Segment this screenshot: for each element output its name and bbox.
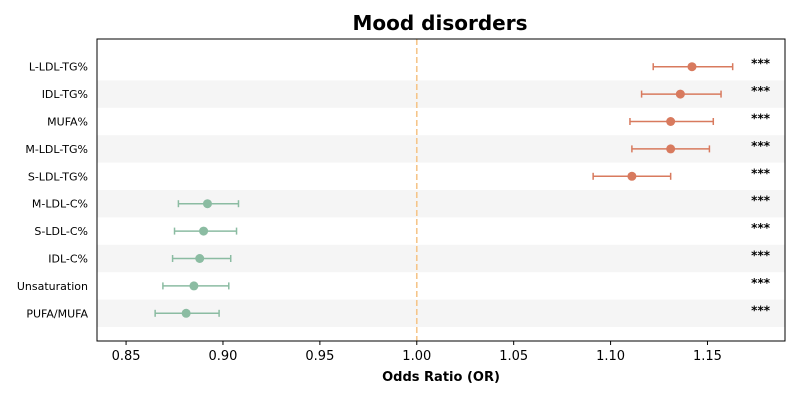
odds-ratio-point: [202, 199, 212, 209]
significance-label: ***: [751, 221, 771, 235]
odds-ratio-point: [675, 89, 685, 99]
row-label: M-LDL-C%: [32, 198, 88, 211]
row-label: IDL-C%: [48, 253, 88, 266]
row-label: PUFA/MUFA: [26, 307, 88, 320]
x-tick-label: 1.15: [693, 349, 722, 364]
row-label: M-LDL-TG%: [25, 143, 88, 156]
x-tick-label: 1.05: [499, 349, 528, 364]
significance-label: ***: [751, 166, 771, 180]
forest-rows: L-LDL-TG% *** IDL-TG% *** MUFA% *** M-LDL-TG% *…: [17, 57, 771, 321]
odds-ratio-point: [189, 281, 199, 291]
row-label: L-LDL-TG%: [29, 61, 88, 74]
x-axis-label: Odds Ratio (OR): [382, 370, 500, 385]
significance-label: ***: [751, 194, 771, 208]
forest-row: MUFA% ***: [47, 112, 771, 129]
significance-label: ***: [751, 84, 771, 98]
row-label: S-LDL-C%: [34, 225, 88, 238]
x-axis: 0.85 0.90 0.95 1.00 1.05 1.10 1.15: [112, 341, 722, 364]
row-label: MUFA%: [47, 116, 88, 129]
x-tick-label: 0.95: [305, 349, 334, 364]
odds-ratio-point: [199, 226, 209, 236]
significance-label: ***: [751, 139, 771, 153]
forest-row: S-LDL-C% ***: [34, 221, 770, 238]
significance-label: ***: [751, 57, 771, 71]
forest-row: M-LDL-C% ***: [32, 194, 771, 211]
odds-ratio-point: [666, 117, 676, 126]
plot-frame: [96, 38, 786, 342]
forest-row: L-LDL-TG% ***: [29, 57, 771, 74]
forest-row: IDL-TG% ***: [42, 84, 771, 101]
significance-label: ***: [751, 303, 771, 317]
x-tick-label: 0.85: [112, 349, 141, 364]
significance-label: ***: [751, 112, 771, 126]
x-tick-label: 1.00: [402, 349, 431, 364]
row-label: S-LDL-TG%: [28, 170, 88, 183]
odds-ratio-point: [687, 62, 697, 72]
significance-label: ***: [751, 276, 771, 290]
forest-row: M-LDL-TG% ***: [25, 139, 770, 156]
forest-row: PUFA/MUFA ***: [26, 303, 770, 320]
odds-ratio-point: [666, 144, 676, 154]
odds-ratio-point: [181, 308, 191, 318]
odds-ratio-point: [627, 171, 637, 181]
chart-title: Mood disorders: [353, 11, 528, 35]
row-label: IDL-TG%: [42, 88, 88, 101]
forest-row: Unsaturation ***: [17, 276, 771, 293]
x-tick-label: 1.10: [596, 349, 625, 364]
forest-row: IDL-C% ***: [48, 249, 770, 266]
x-tick-label: 0.90: [208, 349, 237, 364]
row-label: Unsaturation: [17, 280, 88, 293]
odds-ratio-point: [195, 254, 205, 263]
significance-label: ***: [751, 249, 771, 263]
forest-row: S-LDL-TG% ***: [28, 166, 771, 183]
